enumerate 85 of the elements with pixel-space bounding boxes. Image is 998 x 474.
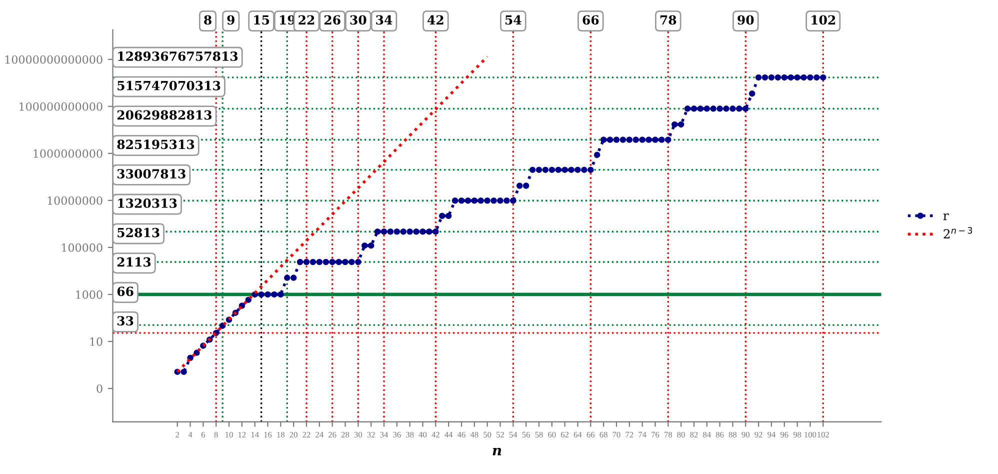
y-tick-label: 10: [90, 337, 102, 346]
x-tick-label: 96: [780, 432, 788, 438]
y-tick-label: 10000000: [48, 196, 102, 205]
ref-line-label: 15: [254, 15, 270, 25]
ref-line-label: 9: [227, 15, 234, 25]
legend-label: r: [943, 213, 949, 220]
x-tick-label: 66: [586, 432, 595, 438]
x-tick-label: 92: [754, 432, 762, 438]
x-tick-label: 80: [677, 432, 685, 438]
x-tick-label: 44: [444, 432, 453, 438]
ref-line-label: 90: [738, 15, 754, 25]
y-tick-label: 0: [96, 384, 102, 393]
ref-line-label: 54: [505, 15, 522, 25]
x-tick-label: 86: [716, 432, 724, 438]
x-tick-label: 14: [251, 432, 259, 438]
x-tick-label: 78: [664, 432, 672, 438]
x-tick-label: 18: [277, 432, 285, 438]
annotation: 515747070313: [118, 80, 220, 90]
annotation: 12893676757813: [118, 51, 238, 61]
x-tick-label: 60: [548, 432, 556, 438]
x-tick-label: 58: [535, 432, 543, 438]
x-tick-label: 56: [522, 432, 530, 438]
x-tick-label: 12: [238, 432, 246, 438]
x-tick-label: 36: [393, 432, 401, 438]
ref-line-label: 8: [204, 15, 212, 25]
x-tick-label: 48: [470, 432, 478, 438]
x-tick-label: 10: [226, 432, 233, 438]
annotation: 825195313: [117, 140, 194, 150]
ref-line-label: 26: [324, 15, 340, 25]
x-tick-label: 54: [509, 432, 518, 438]
x-tick-label: 70: [612, 432, 620, 438]
x-tick-label: 102: [818, 432, 829, 438]
x-tick-label: 2: [176, 432, 179, 438]
x-tick-label: 46: [457, 432, 466, 438]
y-tick-label: 100000000000: [20, 102, 102, 111]
x-tick-label: 42: [432, 432, 440, 438]
x-tick-label: 20: [290, 432, 298, 438]
x-tick-label: 90: [742, 432, 750, 438]
ref-line-label: 34: [376, 15, 392, 25]
x-tick-label: 84: [703, 432, 711, 438]
x-tick-label: 94: [768, 432, 776, 438]
x-tick-label: 100: [804, 432, 816, 438]
ref-line-label: 66: [582, 15, 599, 25]
x-tick-label: 26: [328, 432, 336, 438]
annotation: 33: [117, 316, 134, 326]
x-tick-label: 8: [214, 432, 218, 438]
x-tick-label: 68: [600, 432, 608, 438]
x-tick-label: 16: [264, 432, 272, 438]
ref-line-label: 78: [660, 15, 676, 25]
ref-line-label: 42: [427, 15, 444, 24]
ref-line-label: 102: [812, 15, 836, 25]
x-tick-label: 40: [418, 432, 427, 438]
x-axis-title: n: [492, 448, 502, 456]
x-tick-label: 32: [367, 432, 375, 438]
y-tick-label: 10000000000000: [5, 55, 102, 64]
ref-line-label: 30: [350, 15, 366, 25]
annotation: 1320313: [118, 198, 177, 208]
x-tick-label: 88: [728, 432, 737, 438]
x-tick-label: 50: [484, 432, 492, 438]
x-tick-label: 74: [638, 432, 646, 438]
y-tick-label: 100000: [62, 243, 102, 252]
annotation: 33007813: [117, 169, 186, 179]
x-tick-label: 52: [496, 432, 504, 438]
x-tick-label: 34: [380, 432, 388, 438]
x-tick-label: 76: [652, 432, 660, 438]
x-tick-label: 38: [406, 432, 414, 438]
ref-line-label: 22: [298, 15, 314, 24]
annotation: 66: [117, 286, 134, 296]
x-tick-label: 64: [574, 432, 582, 438]
annotation: 20629882813: [117, 110, 212, 120]
x-tick-label: 98: [793, 432, 802, 438]
x-tick-label: 82: [690, 432, 698, 438]
annotation: 2113: [117, 257, 151, 267]
legend-label: 2$^{n−3}$: [944, 227, 972, 238]
x-tick-label: 62: [561, 432, 569, 438]
x-tick-label: 72: [626, 432, 634, 438]
x-tick-label: 4: [188, 432, 192, 438]
x-tick-label: 6: [201, 432, 206, 438]
y-tick-label: 1000000000: [34, 149, 102, 158]
annotation: 52813: [118, 228, 160, 238]
y-tick-label: 1000: [76, 290, 102, 299]
x-tick-label: 30: [354, 432, 362, 438]
x-tick-label: 28: [341, 432, 350, 438]
x-tick-label: 24: [316, 432, 324, 438]
x-tick-label: 22: [302, 432, 310, 438]
